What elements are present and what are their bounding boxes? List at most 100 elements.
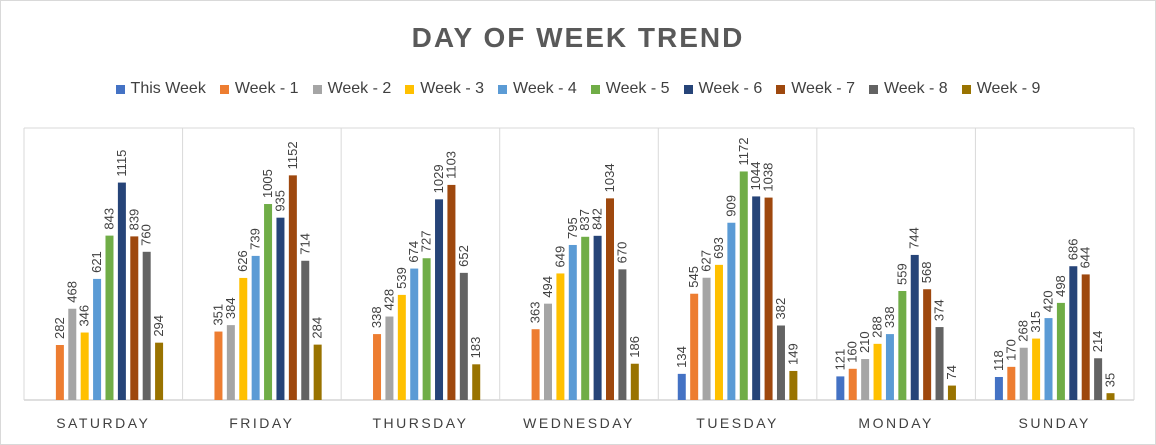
bar-week-3-saturday: [80, 332, 89, 400]
data-label: 284: [310, 317, 325, 339]
data-label: 539: [394, 267, 409, 289]
bar-this-week-sunday: [994, 376, 1003, 400]
legend-item-week-4: Week - 4: [498, 80, 577, 98]
bar-week-9-sunday: [1106, 393, 1115, 400]
data-label: 288: [870, 316, 885, 338]
bar-week-7-saturday: [130, 236, 139, 400]
data-label: 744: [907, 227, 922, 249]
bar-week-7-sunday: [1081, 274, 1090, 400]
data-label: 468: [64, 281, 79, 303]
data-label: 374: [932, 299, 947, 321]
bar-week-3-monday: [873, 343, 882, 400]
data-label: 1044: [748, 161, 763, 190]
bar-week-5-friday: [264, 204, 273, 400]
bar-week-9-monday: [947, 385, 956, 400]
bar-week-8-monday: [935, 327, 944, 400]
data-label: 670: [614, 242, 629, 264]
legend-label: Week - 3: [420, 80, 485, 97]
bar-week-4-saturday: [93, 278, 102, 400]
bar-week-2-tuesday: [702, 277, 711, 400]
legend-item-week-6: Week - 6: [683, 80, 763, 98]
data-label: 268: [1016, 320, 1031, 342]
bar-week-7-wednesday: [606, 198, 614, 400]
bar-week-8-friday: [301, 260, 310, 400]
bar-week-6-saturday: [117, 182, 126, 400]
bar-week-6-thursday: [435, 199, 444, 400]
data-label: 118: [991, 350, 1006, 371]
bar-week-4-thursday: [410, 268, 419, 400]
bar-week-3-wednesday: [556, 273, 565, 400]
legend-swatch: [590, 84, 600, 94]
data-label: 35: [1103, 373, 1118, 387]
bar-week-3-friday: [239, 277, 248, 400]
data-label: 760: [139, 224, 154, 246]
legend-swatch: [961, 84, 971, 94]
bar-week-4-monday: [885, 334, 894, 400]
data-label: 739: [248, 228, 263, 250]
data-label: 494: [540, 276, 555, 298]
data-label: 644: [1078, 247, 1093, 269]
legend-label: Week - 4: [513, 80, 577, 97]
legend-item-week-8: Week - 8: [868, 80, 948, 98]
data-label: 1152: [285, 141, 300, 169]
data-label: 351: [210, 304, 225, 326]
legend-swatch: [312, 84, 322, 94]
legend-label: Week - 6: [698, 80, 763, 97]
bar-week-9-wednesday: [630, 363, 639, 400]
data-label: 338: [369, 306, 384, 328]
x-tick-label: FRIDAY: [229, 415, 294, 431]
bar-week-2-saturday: [68, 308, 77, 400]
data-label: 160: [845, 341, 860, 363]
data-label: 338: [882, 306, 897, 328]
legend-label: Week - 2: [327, 80, 392, 97]
bar-week-6-friday: [276, 217, 285, 400]
bar-week-7-monday: [923, 289, 932, 400]
data-label: 842: [590, 208, 605, 230]
data-label: 649: [552, 246, 567, 268]
bar-week-1-thursday: [373, 334, 382, 400]
legend-swatch: [868, 84, 878, 94]
bar-week-5-sunday: [1056, 302, 1065, 400]
data-label: 363: [528, 302, 543, 324]
bar-this-week-monday: [836, 376, 845, 400]
data-label: 559: [894, 263, 909, 285]
data-label: 1005: [260, 169, 275, 198]
data-label: 1038: [761, 163, 776, 192]
bar-week-5-wednesday: [581, 236, 590, 400]
legend-item-week-3: Week - 3: [405, 80, 484, 98]
data-label: 652: [456, 245, 471, 267]
data-label: 1029: [431, 164, 446, 193]
legend-label: Week - 1: [234, 80, 299, 97]
bar-week-1-sunday: [1007, 366, 1016, 400]
data-label: 693: [711, 237, 726, 259]
legend-swatch: [498, 84, 508, 94]
chart-title: DAY OF WEEK TREND: [411, 22, 745, 53]
bar-week-4-sunday: [1044, 318, 1053, 400]
data-label: 1115: [114, 150, 129, 177]
data-label: 626: [235, 250, 250, 272]
data-label: 686: [1065, 239, 1080, 261]
bar-week-2-monday: [861, 359, 870, 400]
legend-label: Week - 5: [605, 80, 670, 97]
legend-swatch: [405, 84, 415, 94]
data-label: 420: [1041, 290, 1056, 312]
legend-item-week-7: Week - 7: [776, 80, 855, 98]
bar-week-5-saturday: [105, 235, 114, 400]
x-tick-label: SATURDAY: [56, 415, 150, 431]
bar-week-7-thursday: [447, 184, 456, 400]
data-label: 545: [686, 266, 701, 288]
data-label: 674: [406, 241, 421, 263]
bar-week-7-friday: [288, 175, 297, 400]
bar-week-9-friday: [313, 344, 322, 400]
x-tick-label: THURSDAY: [372, 415, 468, 431]
data-label: 837: [577, 209, 592, 231]
bar-this-week-tuesday: [677, 373, 686, 400]
data-label: 909: [723, 195, 738, 217]
legend-item-week-2: Week - 2: [312, 80, 392, 98]
legend-swatch: [219, 84, 229, 94]
data-label: 498: [1053, 275, 1068, 297]
data-label: 170: [1003, 339, 1018, 361]
bar-week-2-sunday: [1019, 347, 1028, 400]
bar-week-3-thursday: [397, 294, 406, 400]
